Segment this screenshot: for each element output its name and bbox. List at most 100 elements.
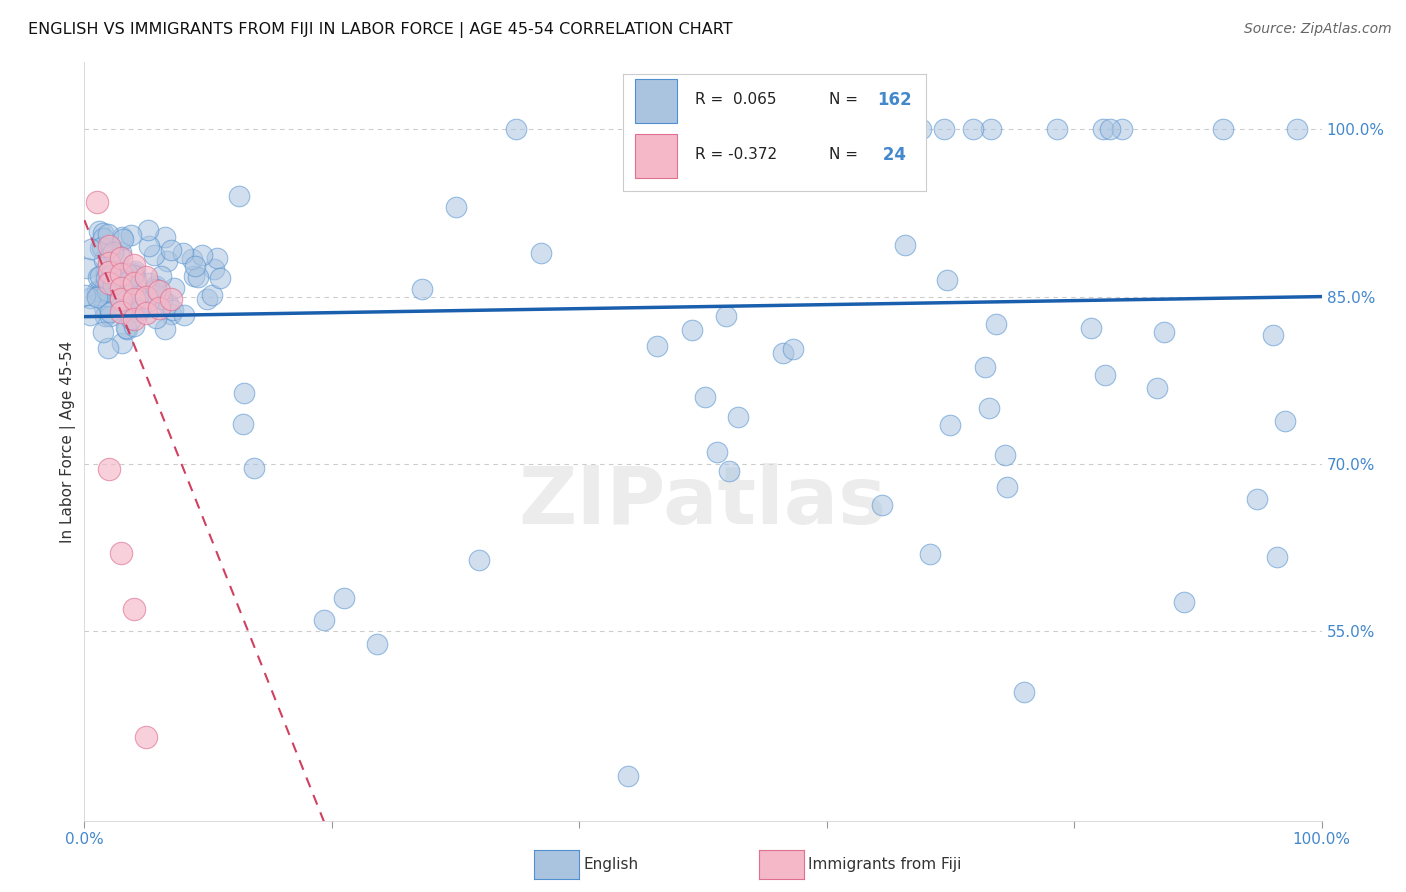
Point (197, 292, 219, 306)
Point (935, 272, 957, 286)
Point (122, 602, 145, 616)
Point (1094, 368, 1116, 383)
Point (706, 445, 728, 459)
Point (80, 242, 103, 256)
Point (91, 230, 114, 244)
Point (183, 260, 205, 274)
Point (148, 284, 170, 298)
Point (103, 245, 125, 260)
Point (1261, 327, 1284, 342)
Point (110, 244, 132, 259)
Point (136, 223, 159, 237)
Point (111, 230, 134, 244)
Point (312, 614, 335, 628)
Point (104, 272, 127, 286)
Point (122, 312, 145, 326)
Point (98, 239, 121, 253)
Point (1091, 122, 1114, 136)
Point (97, 227, 120, 242)
Point (112, 266, 135, 280)
Point (150, 269, 173, 284)
Point (100, 310, 122, 324)
Point (187, 269, 209, 284)
Point (120, 312, 142, 326)
Point (682, 323, 704, 337)
Point (122, 304, 145, 318)
Point (93, 252, 115, 267)
Point (994, 448, 1017, 462)
Point (135, 269, 157, 284)
Point (772, 346, 794, 360)
Point (122, 292, 145, 306)
Point (138, 293, 160, 308)
Point (1212, 122, 1234, 136)
Point (122, 277, 145, 291)
Point (96, 271, 118, 285)
Point (918, 547, 941, 561)
Text: Source: ZipAtlas.com: Source: ZipAtlas.com (1244, 22, 1392, 37)
Point (111, 232, 134, 246)
Point (117, 276, 139, 290)
Point (202, 262, 225, 277)
Point (122, 259, 145, 273)
Point (201, 288, 224, 302)
Point (205, 251, 228, 265)
Point (96, 284, 118, 298)
Point (127, 289, 149, 303)
Point (98, 277, 121, 291)
Point (1146, 381, 1168, 395)
Point (91, 240, 114, 254)
Point (191, 248, 214, 262)
Point (110, 292, 132, 306)
Point (107, 249, 129, 263)
Point (135, 730, 157, 744)
Point (1285, 122, 1308, 136)
Point (980, 122, 1002, 136)
Point (699, 122, 721, 136)
Point (1153, 325, 1175, 339)
Point (94, 277, 117, 292)
Point (898, 122, 921, 136)
Point (97, 341, 120, 355)
Point (94, 286, 117, 301)
Point (1274, 414, 1296, 428)
Point (110, 281, 132, 295)
Point (183, 269, 205, 284)
Point (96, 262, 118, 277)
Point (645, 339, 668, 353)
Point (782, 342, 804, 356)
Text: English: English (583, 857, 638, 871)
Point (138, 276, 160, 290)
Point (112, 286, 135, 301)
Point (98, 462, 121, 476)
Point (149, 289, 172, 303)
Point (124, 268, 146, 282)
Point (98, 256, 121, 270)
Point (86, 269, 108, 284)
Point (97, 269, 120, 284)
Point (145, 285, 167, 300)
Point (101, 240, 124, 254)
Point (89, 268, 111, 283)
Point (110, 546, 132, 560)
Point (232, 417, 254, 432)
Point (228, 188, 250, 202)
Point (1014, 685, 1036, 699)
Point (86, 194, 108, 209)
Point (89, 241, 111, 255)
Point (76, 261, 98, 276)
Point (232, 386, 254, 401)
Point (626, 122, 648, 136)
Point (115, 266, 138, 280)
Point (693, 390, 716, 404)
Point (110, 268, 132, 282)
Point (995, 480, 1018, 494)
Text: ENGLISH VS IMMIGRANTS FROM FIJI IN LABOR FORCE | AGE 45-54 CORRELATION CHART: ENGLISH VS IMMIGRANTS FROM FIJI IN LABOR… (28, 22, 733, 38)
Point (110, 269, 132, 284)
Point (894, 237, 917, 252)
Point (160, 292, 183, 306)
Point (332, 591, 354, 605)
Point (1080, 320, 1102, 334)
Point (505, 122, 527, 136)
Point (110, 305, 132, 319)
